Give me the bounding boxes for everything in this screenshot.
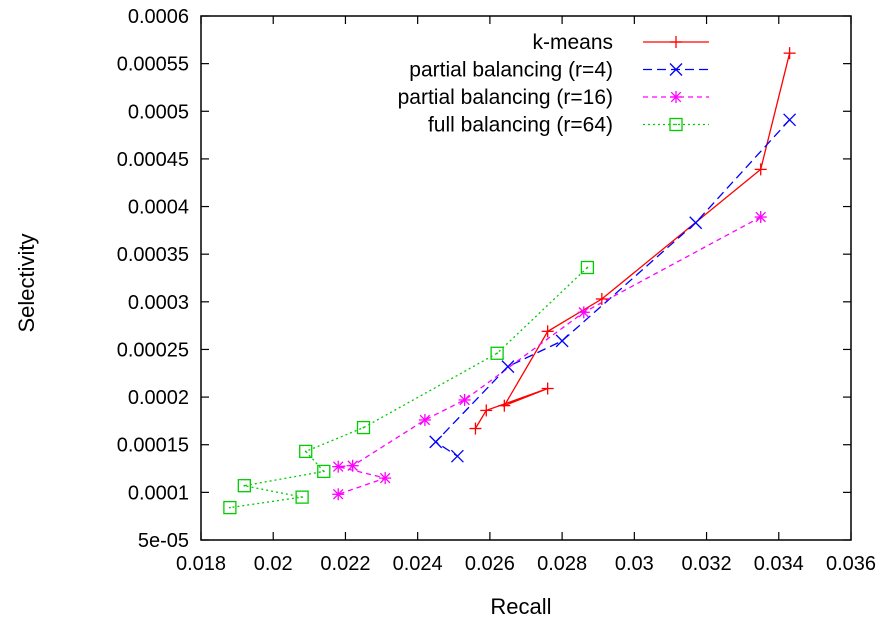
data-point-series-3	[237, 479, 251, 493]
data-point-series-0	[754, 163, 767, 176]
data-point-series-0	[541, 325, 554, 338]
legend-marker-2	[670, 91, 682, 103]
legend-label-3: full balancing (r=64)	[428, 114, 613, 137]
data-point-series-1	[689, 216, 703, 230]
data-point-series-1	[555, 334, 569, 348]
data-point-series-1	[429, 435, 443, 449]
series-lines	[229, 53, 791, 509]
x-tick-label: 0.018	[176, 553, 226, 575]
y-tick-label: 0.0003	[128, 292, 189, 314]
legend-marker-0	[670, 36, 682, 48]
data-point-series-3	[317, 464, 331, 479]
y-axis-label: Selectivity	[14, 233, 39, 332]
data-point-series-2	[458, 393, 471, 406]
data-point-series-3	[356, 420, 371, 435]
legend: k-means partial balancing (r=4) partial ba…	[398, 31, 709, 137]
data-point-series-0	[480, 404, 493, 417]
data-point-series-0	[783, 47, 796, 60]
legend-label-1: partial balancing (r=4)	[409, 59, 613, 82]
plot-frame	[200, 15, 852, 541]
legend-label-2: partial balancing (r=16)	[398, 86, 613, 109]
y-tick-label: 0.00035	[117, 244, 189, 266]
x-tick-label: 0.032	[682, 553, 732, 575]
data-point-series-1	[501, 360, 515, 374]
data-point-series-3	[295, 490, 309, 504]
data-point-series-2	[418, 413, 431, 426]
data-point-series-1	[783, 113, 797, 127]
legend-marker-1	[669, 63, 683, 76]
data-point-series-0	[498, 399, 511, 412]
series-line-2	[337, 216, 762, 495]
series-line-3	[229, 267, 588, 509]
x-tick-label: 0.02	[254, 553, 293, 575]
data-point-series-2	[379, 472, 392, 485]
data-point-series-3	[299, 444, 313, 459]
x-tick-label: 0.026	[465, 553, 515, 575]
x-tick-label: 0.036	[826, 553, 876, 575]
data-point-series-0	[469, 422, 482, 435]
data-point-series-0	[595, 292, 608, 305]
legend-marker-3	[669, 117, 683, 132]
x-tick-label: 0.028	[537, 553, 587, 575]
y-tick-label: 0.0001	[128, 482, 189, 504]
data-point-series-2	[332, 460, 345, 473]
data-point-series-3	[490, 346, 504, 360]
y-tick-label: 0.00025	[117, 339, 189, 361]
x-axis-label: Recall	[490, 594, 551, 619]
y-tick-label: 0.00015	[117, 435, 189, 457]
legend-label-0: k-means	[532, 31, 613, 54]
x-tick-label: 0.022	[320, 553, 370, 575]
y-tick-label: 0.0006	[128, 6, 189, 28]
x-tick-label: 0.03	[615, 553, 654, 575]
data-point-series-2	[332, 488, 345, 501]
data-point-series-1	[450, 449, 464, 463]
x-tick-label: 0.034	[754, 553, 804, 575]
y-tick-label: 5e-05	[138, 530, 189, 552]
y-tick-label: 0.0002	[128, 387, 189, 409]
data-point-series-2	[754, 211, 767, 224]
data-point-series-3	[223, 500, 237, 515]
data-point-series-2	[346, 459, 359, 472]
x-tick-label: 0.024	[393, 553, 443, 575]
axis-ticks: 0.018 0.02 0.022 0.024 0.026 0.028 0.03 0.032 0.…	[117, 6, 876, 575]
series-line-0	[474, 53, 791, 429]
data-point-series-0	[541, 382, 554, 395]
y-tick-label: 0.0005	[128, 101, 189, 123]
y-tick-label: 0.0004	[128, 197, 189, 219]
y-tick-label: 0.00055	[117, 54, 189, 76]
series-markers	[223, 47, 797, 515]
y-tick-label: 0.00045	[117, 149, 189, 171]
series-line-1	[434, 119, 791, 457]
data-point-series-2	[577, 306, 590, 319]
data-point-series-3	[580, 260, 595, 275]
